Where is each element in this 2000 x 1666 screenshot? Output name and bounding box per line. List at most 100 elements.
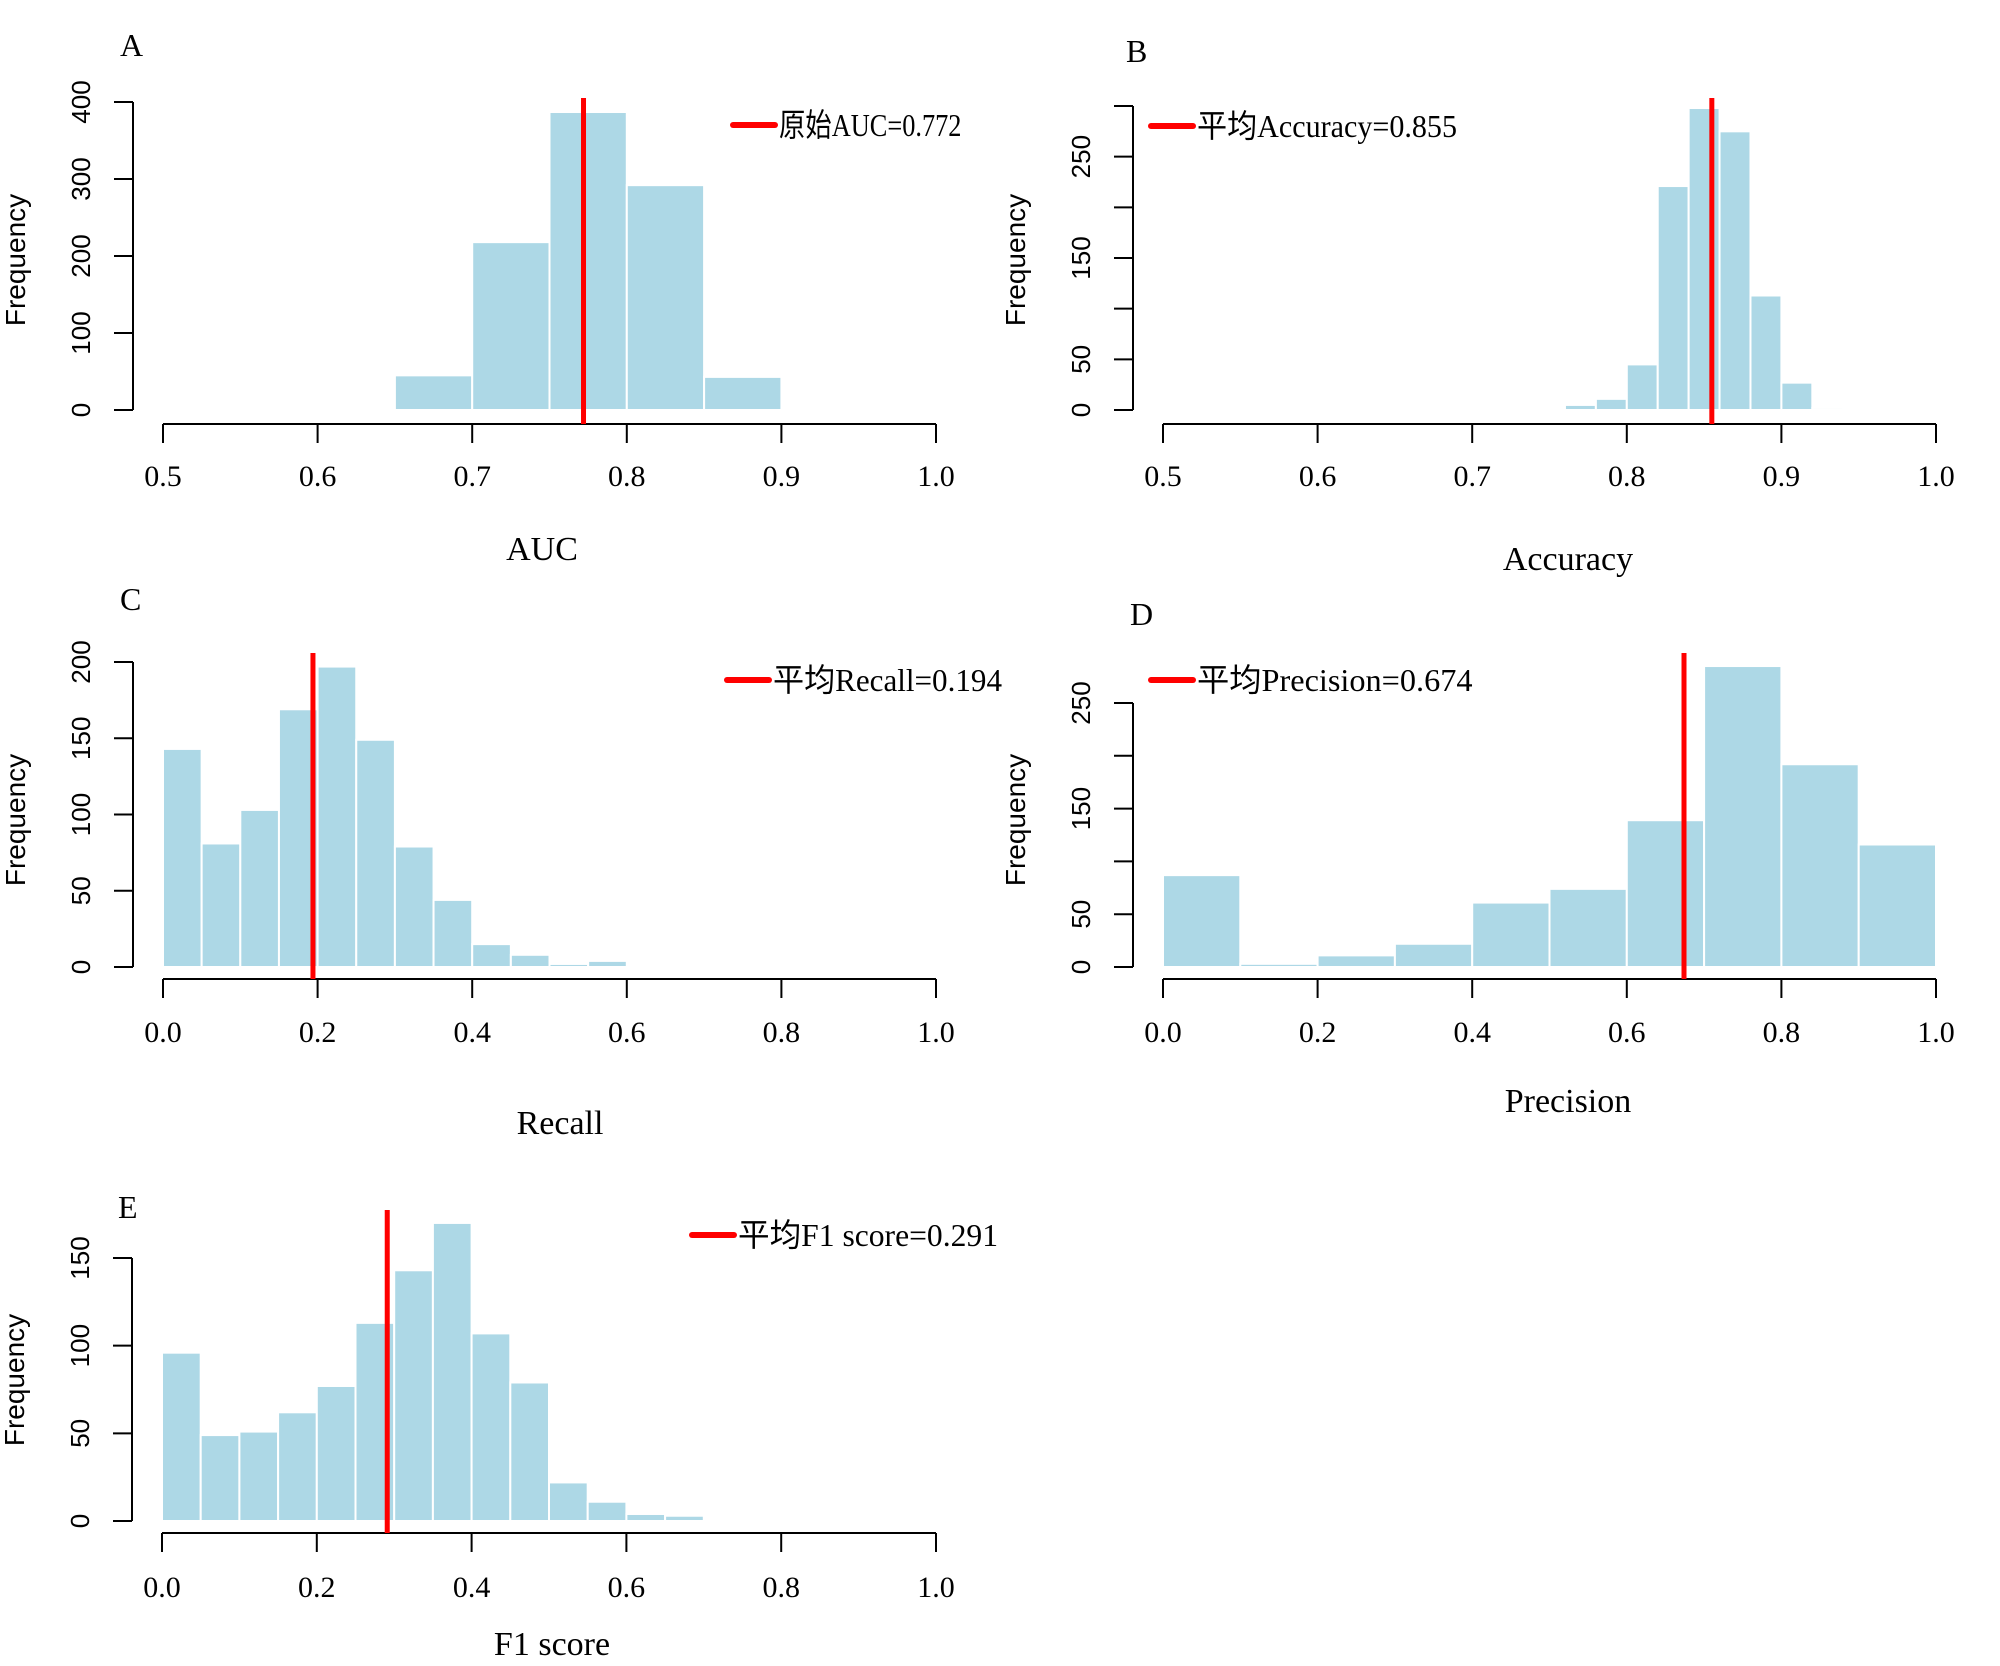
y-tick-label: 100	[66, 793, 96, 836]
y-tick-label: 100	[65, 1324, 95, 1367]
x-tick-label: 0.0	[144, 1016, 182, 1049]
y-axis-label: Frequency	[1000, 194, 1031, 326]
panel-letter: D	[1130, 596, 1153, 632]
histogram-bar	[315, 1384, 357, 1522]
x-axis-label: Precision	[1505, 1083, 1632, 1120]
y-tick-label: 50	[65, 1419, 95, 1448]
x-tick-label: 0.8	[763, 1016, 801, 1049]
y-tick-label: 200	[66, 234, 96, 277]
x-tick-label: 1.0	[1917, 1016, 1955, 1049]
histogram-bar	[1780, 763, 1860, 968]
x-tick-label: 0.0	[1144, 1016, 1182, 1049]
y-tick-label: 100	[66, 311, 96, 354]
x-tick-label: 0.0	[143, 1571, 181, 1604]
histogram-bar	[548, 111, 628, 411]
histogram-bar	[1780, 381, 1814, 412]
x-tick-label: 0.4	[1453, 1016, 1491, 1049]
histogram-bar	[587, 959, 628, 969]
y-tick-label: 50	[1066, 900, 1096, 929]
histogram-bar	[509, 1381, 550, 1523]
histogram-bar	[432, 898, 474, 969]
histogram-bar	[625, 184, 706, 411]
x-tick-label: 0.8	[608, 460, 646, 493]
legend-label: 平均F1 score=0.291	[738, 1217, 998, 1253]
legend-label: 原始AUC=0.772	[779, 107, 962, 143]
y-tick-label: 300	[66, 157, 96, 200]
x-tick-label: 0.6	[608, 1016, 646, 1049]
x-tick-label: 0.6	[299, 460, 337, 493]
y-tick-label: 150	[66, 717, 96, 760]
y-tick-label: 50	[1066, 345, 1096, 374]
panel-c: 0.0 0.2 0.4 0.6 0.8 1.0 0 50 100 150 200 Frequency R…	[0, 581, 1002, 1142]
histogram-bar	[1162, 874, 1242, 968]
x-tick-label: 0.5	[144, 460, 182, 493]
y-tick-label: 250	[1066, 681, 1096, 724]
histogram-bar	[1548, 887, 1628, 969]
x-tick-label: 0.8	[762, 1571, 800, 1604]
panel-a: 0.5 0.6 0.7 0.8 0.9 1.0 0 100 200 300 400 Frequency…	[0, 27, 962, 568]
histogram-bar	[316, 665, 358, 968]
y-axis-label: Frequency	[0, 194, 31, 326]
histogram-bar	[1718, 130, 1752, 411]
histogram-bar	[393, 374, 474, 412]
panel-letter: A	[120, 27, 143, 63]
histogram-bar	[1393, 942, 1474, 969]
histogram-bar	[1471, 901, 1551, 968]
histogram-bar	[1687, 107, 1721, 411]
y-tick-label: 50	[66, 876, 96, 905]
x-axis-label: Accuracy	[1503, 541, 1633, 578]
x-tick-label: 0.4	[453, 1571, 491, 1604]
panel-letter: B	[1126, 33, 1147, 69]
x-tick-label: 0.6	[1608, 1016, 1646, 1049]
histogram-bar	[431, 1221, 473, 1523]
x-tick-label: 0.2	[1299, 1016, 1337, 1049]
histogram-bar	[1316, 954, 1396, 968]
y-tick-label: 0	[65, 1514, 95, 1528]
y-axis-label: Frequency	[0, 1314, 30, 1446]
histogram-bar	[355, 738, 396, 969]
histogram-bar	[471, 943, 512, 968]
histogram-bar	[471, 241, 551, 411]
panel-b: 0.5 0.6 0.7 0.8 0.9 1.0 0 50 150 250 Frequency Accu…	[1000, 33, 1955, 578]
x-tick-label: 0.8	[1763, 1016, 1801, 1049]
histogram-bar	[470, 1332, 512, 1522]
x-tick-label: 0.9	[1763, 460, 1801, 493]
histogram-bar	[1703, 665, 1783, 968]
y-tick-label: 150	[65, 1236, 95, 1279]
y-tick-label: 0	[66, 960, 96, 974]
x-axis-label: AUC	[506, 531, 578, 568]
x-tick-label: 1.0	[917, 1571, 955, 1604]
histogram-bar	[1563, 403, 1597, 411]
x-tick-label: 0.2	[298, 1571, 336, 1604]
histogram-bar	[199, 1434, 241, 1522]
histogram-bar	[1857, 843, 1937, 969]
x-tick-label: 0.7	[453, 460, 491, 493]
y-tick-label: 0	[1066, 403, 1096, 417]
x-tick-label: 0.6	[1299, 460, 1337, 493]
histogram-bar	[664, 1514, 705, 1522]
histogram-bar	[239, 808, 280, 968]
histogram-bar	[161, 1351, 202, 1523]
y-axis-label: Frequency	[1000, 754, 1031, 886]
histogram-bar	[1625, 819, 1706, 968]
histogram-bar	[1239, 962, 1319, 968]
x-tick-label: 0.7	[1453, 460, 1491, 493]
histogram-bar	[548, 962, 590, 969]
histogram-bar	[1625, 363, 1659, 411]
legend-label: 平均Precision=0.674	[1197, 662, 1473, 698]
histogram-bar	[703, 375, 783, 412]
histogram-bar	[1656, 185, 1690, 411]
histogram-bar	[162, 747, 203, 968]
x-tick-label: 0.6	[608, 1571, 646, 1604]
histogram-bar	[393, 1269, 434, 1522]
histogram-bar	[238, 1430, 280, 1522]
x-axis-label: Recall	[517, 1105, 604, 1142]
x-tick-label: 1.0	[917, 1016, 955, 1049]
x-tick-label: 0.2	[299, 1016, 337, 1049]
x-tick-label: 0.8	[1608, 460, 1646, 493]
panel-letter: C	[120, 581, 141, 617]
x-tick-label: 0.4	[453, 1016, 491, 1049]
histogram-bar	[200, 842, 242, 968]
x-tick-label: 0.9	[763, 460, 801, 493]
